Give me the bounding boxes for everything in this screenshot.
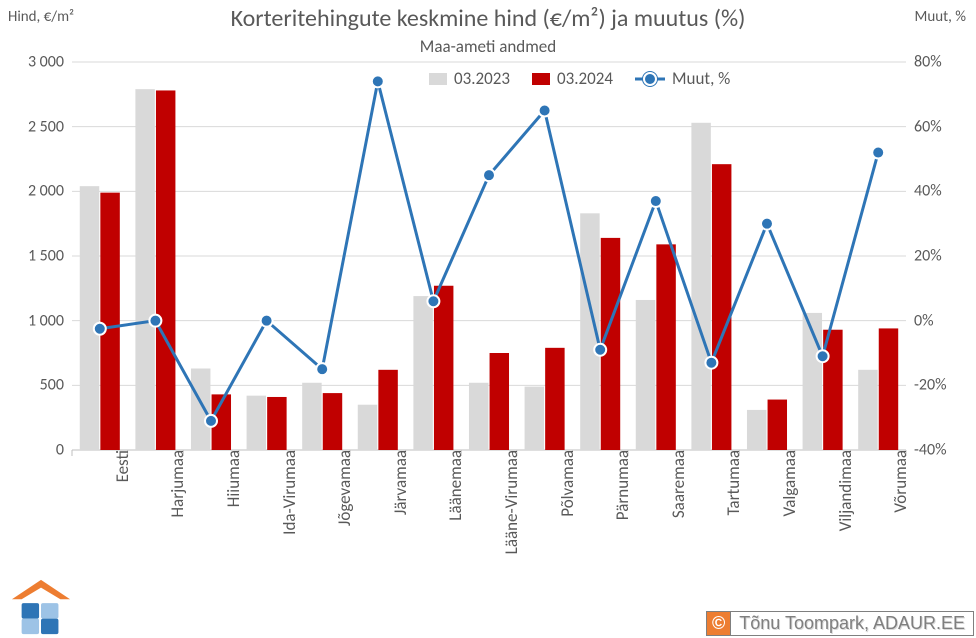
category-label: Järvamaa	[390, 450, 411, 515]
credit: © Tõnu Toompark, ADAUR.EE	[706, 611, 974, 636]
legend-swatch-b	[532, 73, 550, 85]
y-right-tick: 0%	[914, 311, 934, 330]
category-label: Valgamaa	[779, 450, 800, 516]
y-left-tick: 1 500	[28, 247, 64, 266]
chart-root: Hind, €/m² Muut, % Korteritehingute kesk…	[0, 0, 976, 638]
y-right-tick: -40%	[914, 441, 947, 460]
category-label: Hiiumaa	[223, 450, 244, 507]
category-label: Eesti	[112, 450, 133, 482]
credit-symbol: ©	[706, 611, 731, 636]
y-left-tick: 1 000	[28, 311, 64, 330]
category-label: Ida-Virumaa	[279, 450, 300, 535]
chart-subtitle: Maa-ameti andmed	[0, 36, 976, 57]
y-right-tick: 40%	[914, 182, 942, 201]
category-label: Võrumaa	[890, 450, 911, 513]
plot-svg	[72, 62, 906, 450]
category-label: Saaremaa	[668, 450, 689, 518]
y-left-tick: 500	[40, 376, 64, 395]
logo-icon	[2, 574, 80, 636]
category-label: Pärnumaa	[612, 450, 633, 520]
chart-title: Korteritehingute keskmine hind (€/m²) ja…	[0, 4, 976, 33]
category-label: Põlvamaa	[557, 450, 578, 517]
category-label: Jõgevamaa	[334, 450, 355, 526]
plot-area: 0-40%500-20%1 0000%1 50020%2 00040%2 500…	[72, 62, 906, 450]
y-right-tick: 20%	[914, 247, 942, 266]
legend-swatch-line	[635, 72, 665, 86]
y-left-tick: 2 500	[28, 117, 64, 136]
category-label: Harjumaa	[167, 450, 188, 518]
legend: 03.2023 03.2024 Muut, %	[429, 68, 730, 89]
y-right-tick: 60%	[914, 117, 942, 136]
category-label: Viljandimaa	[835, 450, 856, 531]
legend-label-b: 03.2024	[557, 68, 613, 89]
credit-text: Tõnu Toompark, ADAUR.EE	[731, 611, 974, 636]
legend-item-line: Muut, %	[635, 68, 730, 89]
legend-label-line: Muut, %	[672, 68, 730, 89]
legend-item-series-a: 03.2023	[429, 68, 510, 89]
legend-item-series-b: 03.2024	[532, 68, 613, 89]
y-left-tick: 2 000	[28, 182, 64, 201]
y-left-tick: 3 000	[28, 53, 64, 72]
category-label: Lääne-Virumaa	[501, 450, 522, 554]
legend-label-a: 03.2023	[454, 68, 510, 89]
legend-swatch-a	[429, 73, 447, 85]
y-right-tick: -20%	[914, 376, 947, 395]
y-left-tick: 0	[56, 441, 64, 460]
category-label: Läänemaa	[445, 450, 466, 521]
category-label: Tartumaa	[723, 450, 744, 516]
y-right-tick: 80%	[914, 53, 942, 72]
